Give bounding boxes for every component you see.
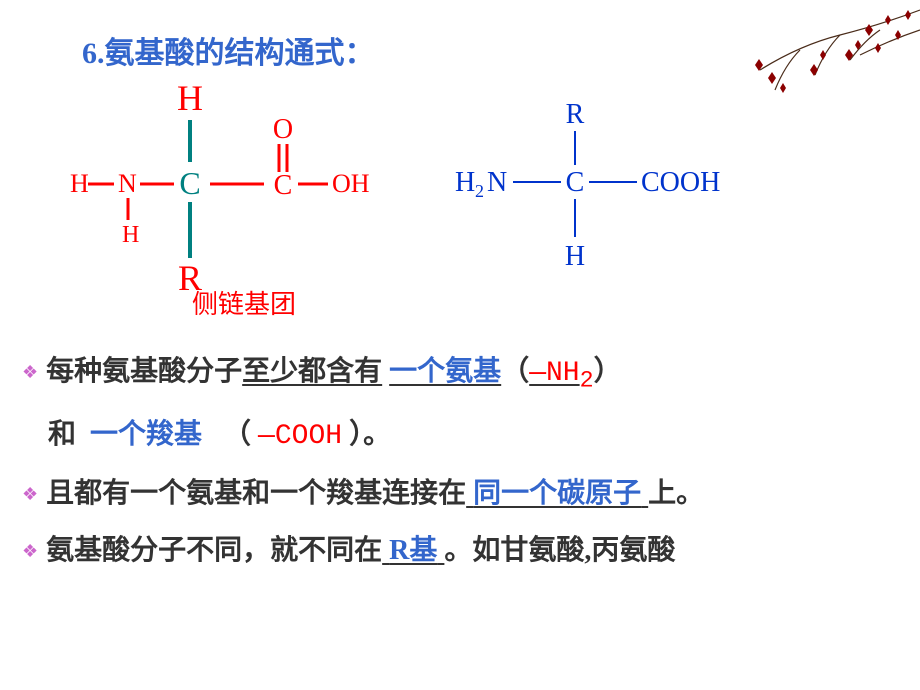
atom-h-top: H [177,80,203,118]
atom-n: N [118,169,137,198]
bullet-1-line2: 和 一个羧基 （ —COOH ）。 [48,413,902,460]
b1-pre: 每种氨基酸分子 [46,356,242,387]
bullet-2-text: 且都有一个氨基和一个羧基连接在 同一个碳原子 上。 [46,472,704,517]
b1l2-pclose: ）。 [349,419,391,450]
floral-decoration [700,0,920,110]
atom-cooh: COOH [641,167,720,198]
b1-popen: （ [501,356,529,387]
bullet-1: ❖ 每种氨基酸分子至少都含有 一个氨基（—NH2） [22,350,902,401]
side-chain-label: 侧链基团 [192,284,296,321]
formula-compact: R H 2 N C COOH H [445,95,725,275]
b3-post: 。如甘氨酸,丙氨酸 [444,535,675,566]
atom-c-compact: C [566,167,585,198]
b1l2-pre: 和 [48,419,76,450]
b1-ans1-sub: 2 [580,369,594,395]
atom-h-nh: H [122,222,139,248]
atom-h-left: H [70,169,89,198]
bullet-3: ❖ 氨基酸分子不同，就不同在 R基 。如甘氨酸,丙氨酸 [22,529,902,574]
b1l2-popen: （ [223,419,251,450]
bullet-1-text: 每种氨基酸分子至少都含有 一个氨基（—NH2） [46,350,622,401]
atom-o-top: O [273,114,293,145]
b1-ans2: —COOH [258,421,342,452]
b1-pclose: ） [594,356,622,387]
atom-h2n-sub: 2 [475,181,484,201]
atom-h-compact: H [565,241,585,272]
b3-blank: R基 [389,535,437,566]
atom-r-compact: R [566,99,585,130]
b1-blank2: 一个羧基 [90,419,202,450]
atom-h2n-n: N [487,167,507,198]
b2-post: 上。 [648,478,704,509]
b2-blank: 同一个碳原子 [473,478,641,509]
bullet-diamond-icon: ❖ [22,537,38,566]
atom-c-center: C [179,165,200,201]
b1-mid: 至少都含有 [242,356,382,387]
b2-pre: 且都有一个氨基和一个羧基连接在 [46,478,466,509]
b1-ans1: —NH [529,358,579,389]
bullet-diamond-icon: ❖ [22,358,38,387]
b1-blank1: 一个氨基 [389,356,501,387]
atom-oh: OH [332,169,370,198]
bullet-list: ❖ 每种氨基酸分子至少都含有 一个氨基（—NH2） 和 一个羧基 （ —COOH… [22,350,902,585]
b3-pre: 氨基酸分子不同，就不同在 [46,535,382,566]
atom-h2n-h: H [455,167,475,198]
bullet-diamond-icon: ❖ [22,480,38,509]
section-title: 6.氨基酸的结构通式： [82,28,375,72]
bullet-3-text: 氨基酸分子不同，就不同在 R基 。如甘氨酸,丙氨酸 [46,529,675,574]
atom-c-right: C [274,170,293,201]
bullet-2: ❖ 且都有一个氨基和一个羧基连接在 同一个碳原子 上。 [22,472,902,517]
